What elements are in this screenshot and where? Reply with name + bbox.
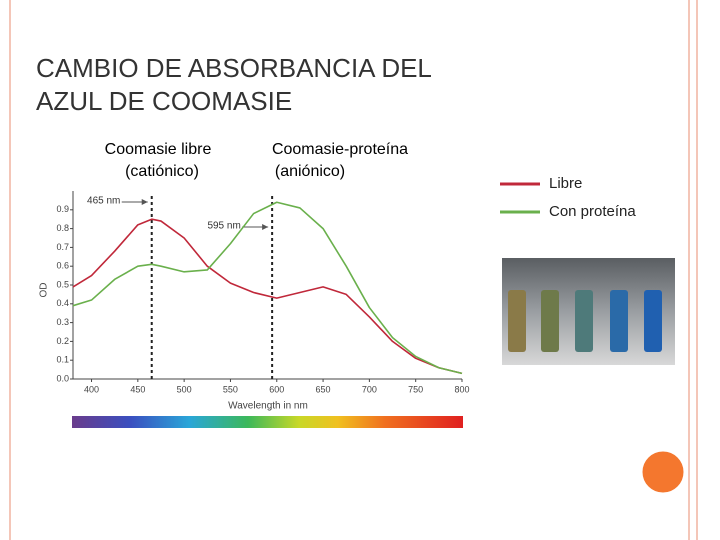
x-tick-label: 400 — [84, 384, 99, 394]
decoration — [639, 448, 687, 496]
y-tick-label: 0.3 — [56, 317, 69, 327]
x-tick-label: 750 — [408, 384, 423, 394]
annotation-arrowhead — [141, 199, 148, 205]
y-tick-label: 0.9 — [56, 204, 69, 214]
x-tick-label: 500 — [177, 384, 192, 394]
legend-label: Libre — [549, 175, 582, 192]
spectrum-bar — [72, 416, 463, 428]
x-tick-label: 450 — [130, 384, 145, 394]
header: (aniónico) — [275, 163, 345, 180]
header: Coomasie libre — [105, 141, 212, 158]
y-tick-label: 0.8 — [56, 223, 69, 233]
y-tick-label: 0.6 — [56, 261, 69, 271]
series-line — [72, 218, 463, 375]
title: CAMBIO DE ABSORBANCIA DEL — [36, 53, 432, 83]
annotation-arrowhead — [262, 224, 269, 230]
header: Coomasie-proteína — [272, 141, 408, 158]
title: AZUL DE COOMASIE — [36, 86, 292, 116]
x-tick-label: 700 — [362, 384, 377, 394]
annotation-label: 465 nm — [87, 196, 120, 207]
y-tick-label: 0.7 — [56, 242, 69, 252]
annotation-label: 595 nm — [207, 221, 240, 232]
tube-photo — [502, 258, 675, 365]
x-tick-label: 650 — [316, 384, 331, 394]
legend-label: Con proteína — [549, 203, 636, 220]
x-axis-label: Wavelength in nm — [228, 401, 308, 412]
series-line — [72, 201, 463, 375]
y-tick-label: 0.2 — [56, 336, 69, 346]
header: (catiónico) — [125, 163, 199, 180]
y-tick-label: 0.5 — [56, 279, 69, 289]
y-tick-label: 0.1 — [56, 355, 69, 365]
y-axis-label: OD — [39, 283, 50, 298]
x-tick-label: 800 — [454, 384, 469, 394]
x-tick-label: 550 — [223, 384, 238, 394]
x-tick-label: 600 — [269, 384, 284, 394]
y-tick-label: 0.0 — [56, 373, 69, 383]
y-tick-label: 0.4 — [56, 298, 69, 308]
